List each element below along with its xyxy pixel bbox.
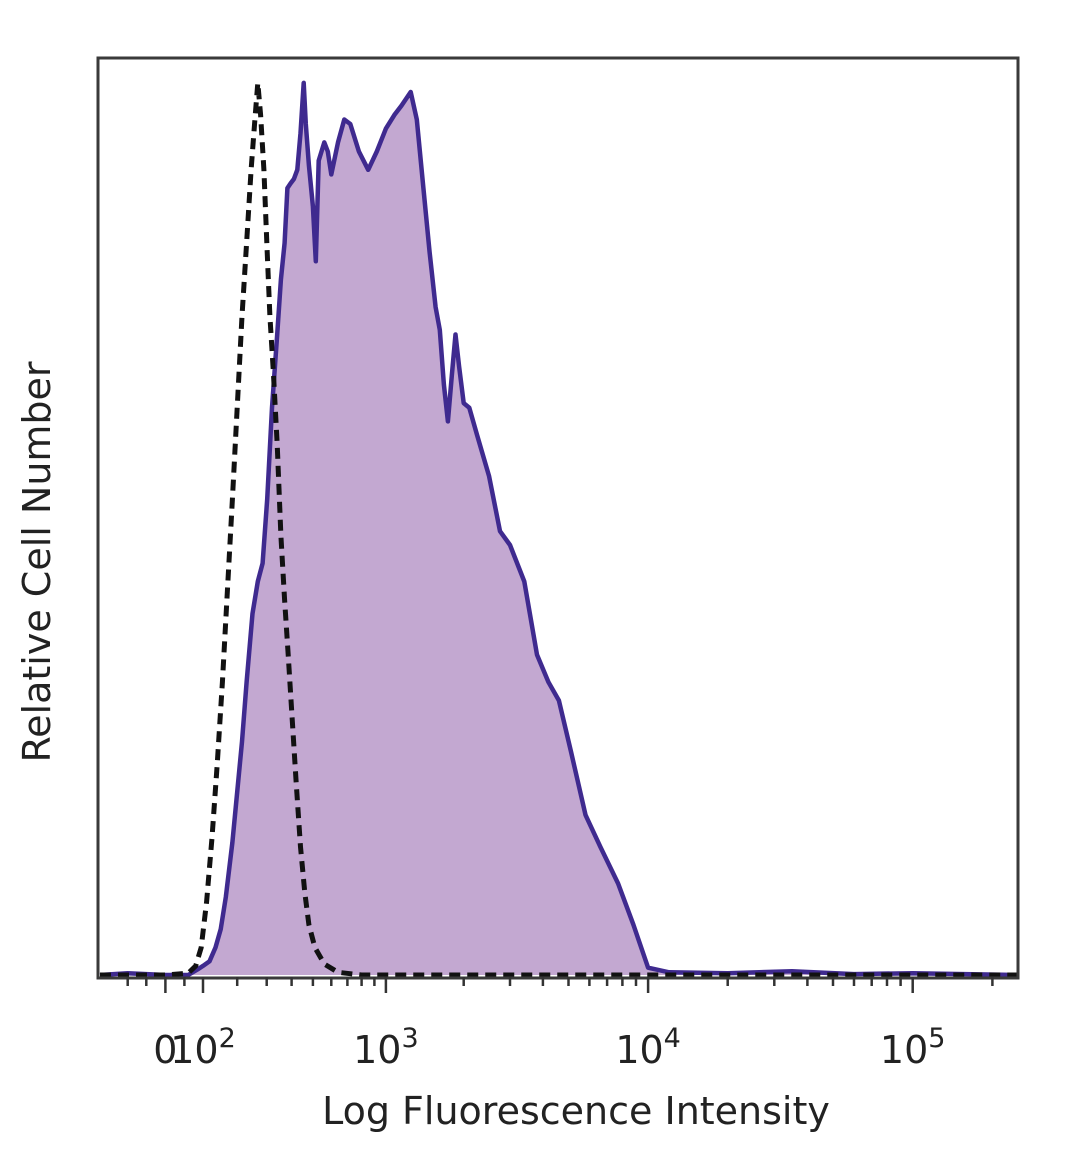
plot-frame xyxy=(96,56,1020,980)
y-axis-label: Relative Cell Number xyxy=(15,361,59,762)
control-histogram-line xyxy=(100,80,1018,978)
x-tick-label: 104 xyxy=(615,1023,681,1072)
stained-histogram-line xyxy=(99,80,1019,978)
series-layer xyxy=(99,80,1019,978)
x-tick-label: 102 xyxy=(170,1023,236,1072)
x-axis-ticks xyxy=(126,977,994,993)
stained-histogram-fill xyxy=(100,82,1018,975)
x-tick-label: 0 xyxy=(153,1028,177,1072)
x-tick-label: 103 xyxy=(353,1023,419,1072)
x-axis-label: Log Fluorescence Intensity xyxy=(322,1089,830,1133)
x-tick-label: 105 xyxy=(880,1023,946,1072)
